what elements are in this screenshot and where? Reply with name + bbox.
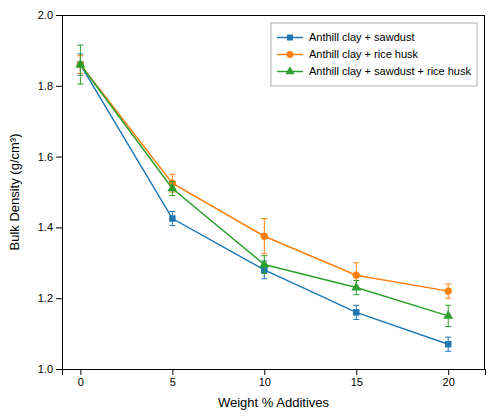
series [77, 54, 451, 351]
point [261, 233, 268, 240]
x-axis-title: Weight % Additives [218, 395, 330, 410]
tick: 1.2 [38, 292, 62, 304]
tick-label: 20 [443, 376, 455, 388]
x-axis: 0 5 10 15 20 [63, 369, 486, 388]
point [353, 272, 360, 279]
point [353, 309, 359, 315]
tick-mark [80, 369, 81, 375]
error-bar [169, 211, 175, 225]
series-line [80, 65, 448, 345]
point [75, 59, 85, 68]
tick-label: 2.0 [38, 9, 53, 21]
tick-mark [264, 369, 265, 375]
legend-item: Anthill clay + sawdust [277, 31, 414, 43]
tick-label: 0 [78, 376, 84, 388]
tick-mark [56, 227, 62, 228]
series-line [80, 65, 448, 292]
legend-box [271, 23, 477, 86]
error-bar [261, 219, 267, 254]
legend-marker [287, 35, 293, 41]
point [259, 259, 269, 268]
tick: 10 [259, 369, 271, 388]
tick: 20 [443, 369, 455, 388]
error-bar [445, 337, 451, 351]
error-bar [353, 305, 359, 319]
legend-item: Anthill clay + sawdust + rice husk [277, 65, 472, 77]
series-line [80, 65, 448, 316]
legend-label: Anthill clay + rice husk [309, 48, 419, 60]
tick-mark [356, 369, 357, 375]
tick-label: 1.4 [38, 221, 53, 233]
point [351, 282, 361, 291]
tick: 1.8 [38, 80, 62, 92]
axis-line [63, 370, 486, 376]
legend-label: Anthill clay + sawdust [309, 31, 414, 43]
legend-marker [287, 51, 294, 58]
legend: Anthill clay + sawdust Anthill clay + ric… [271, 23, 477, 86]
point [443, 310, 453, 319]
error-bar [445, 284, 451, 298]
tick-label: 15 [351, 376, 363, 388]
chart: 0 5 10 15 20 1.0 1.2 1.4 1.6 1.8 2.0 Anthill clay +… [0, 0, 500, 417]
series [77, 56, 452, 298]
marks [75, 45, 453, 351]
tick-mark [56, 86, 62, 87]
legend-label: Anthill clay + sawdust + rice husk [309, 65, 472, 77]
tick-mark [172, 369, 173, 375]
tick-label: 1.0 [38, 363, 53, 375]
point [445, 341, 451, 347]
tick: 1.6 [38, 151, 62, 163]
tick: 15 [351, 369, 363, 388]
series [75, 45, 453, 326]
legend-item: Anthill clay + rice husk [277, 48, 419, 60]
tick: 1.4 [38, 221, 62, 233]
tick: 0 [78, 369, 84, 388]
tick-label: 10 [259, 376, 271, 388]
point [445, 287, 452, 294]
tick-label: 1.8 [38, 80, 53, 92]
frame-line [484, 15, 485, 369]
point [167, 183, 177, 192]
point [169, 215, 175, 221]
y-axis-title: Bulk Density (g/cm³) [7, 133, 22, 250]
tick-mark [56, 298, 62, 299]
tick: 1.0 [38, 363, 62, 375]
tick-mark [448, 369, 449, 375]
tick: 5 [170, 369, 176, 388]
tick-label: 1.2 [38, 292, 53, 304]
tick-mark [56, 15, 62, 16]
plot-area: 0 5 10 15 20 1.0 1.2 1.4 1.6 1.8 2.0 Anthill clay +… [38, 9, 486, 388]
legend-marker [285, 66, 294, 74]
axis-line [56, 16, 63, 370]
tick-mark [56, 157, 62, 158]
tick: 2.0 [38, 9, 62, 21]
tick-label: 1.6 [38, 151, 53, 163]
y-axis: 1.0 1.2 1.4 1.6 1.8 2.0 [38, 9, 63, 375]
tick-label: 5 [170, 376, 176, 388]
frame-line [62, 15, 485, 16]
tick-mark [56, 369, 62, 370]
